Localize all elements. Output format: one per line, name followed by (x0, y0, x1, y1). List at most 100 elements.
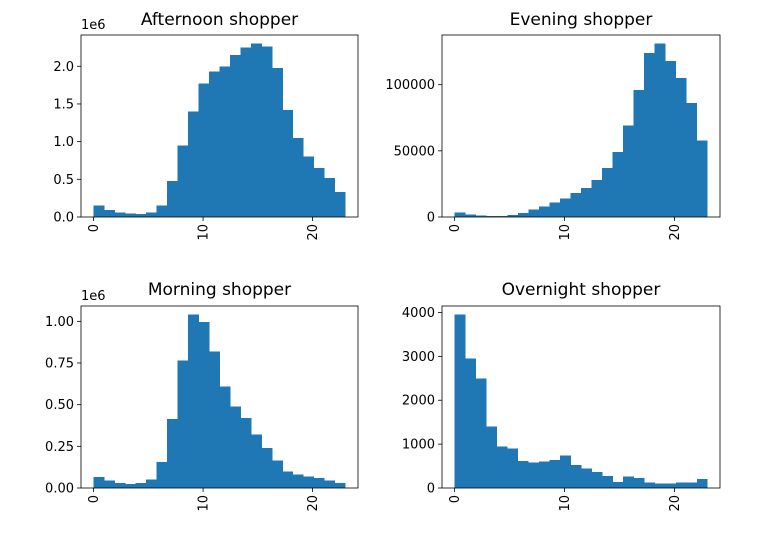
panel-title: Overnight shopper (502, 280, 661, 300)
histogram-bar (591, 472, 603, 488)
histogram-bar (623, 476, 634, 488)
y-tick-label: 1000 (402, 438, 435, 453)
histogram-bar (303, 476, 315, 488)
histogram-bar (282, 471, 294, 488)
histogram-bar (198, 83, 210, 217)
histogram-bar (465, 214, 476, 217)
y-offset-label: 1e6 (81, 18, 106, 33)
histogram-bar (219, 386, 231, 488)
histogram-bar (591, 179, 603, 217)
x-axis-ticks: 0 10 20 (87, 217, 321, 241)
y-axis-ticks: 0.0 0.5 1.0 1.5 2.0 (53, 60, 81, 226)
axes-frame (80, 34, 359, 218)
histogram-bar (146, 212, 157, 217)
y-tick-label: 100000 (385, 78, 435, 93)
y-tick-label: 2000 (402, 394, 435, 409)
histogram-bar (219, 66, 231, 217)
histogram-bar (696, 479, 708, 488)
histogram-bar (675, 78, 687, 218)
histogram-bar (292, 474, 304, 488)
histogram-bar (93, 205, 105, 217)
x-tick-label: 20 (306, 224, 321, 241)
y-axis-ticks: 0 50000 100000 (385, 78, 442, 226)
histogram-bar (114, 212, 126, 217)
histogram-bar (612, 152, 624, 217)
x-tick-label: 0 (87, 224, 102, 232)
x-tick-label: 20 (668, 495, 683, 512)
histogram-bar (146, 479, 157, 488)
histogram-bar (114, 483, 126, 488)
y-tick-label: 0 (427, 211, 435, 226)
histogram-bar (696, 140, 708, 217)
bars (454, 314, 708, 488)
y-axis-ticks: 0 1000 2000 3000 4000 (402, 306, 442, 497)
histogram-bar (104, 480, 115, 488)
y-tick-label: 1.0 (53, 135, 74, 150)
panel-morning: Morning shopper 1e6 0.00 0.25 0.50 0.75 1.00… (45, 280, 359, 512)
axes-frame (441, 305, 721, 489)
histogram-bar (454, 212, 466, 217)
histogram-bar (198, 322, 210, 488)
panel-evening: Evening shopper 0 50000 100000 0 10 20 (385, 10, 721, 241)
histogram-bar (261, 46, 273, 218)
histogram-bar (486, 426, 498, 488)
y-tick-label: 50000 (394, 144, 435, 159)
histogram-bar (177, 360, 189, 488)
x-tick-label: 20 (306, 495, 321, 512)
histogram-bar (177, 145, 189, 217)
histogram-bar (156, 205, 168, 217)
histogram-bar (475, 378, 487, 488)
histogram-bar (581, 187, 592, 217)
histogram-bar (104, 210, 115, 217)
y-tick-label: 0.75 (45, 357, 74, 372)
histogram-bar (538, 461, 550, 488)
x-axis-ticks: 0 10 20 (448, 217, 683, 241)
x-axis-ticks: 0 10 20 (448, 488, 683, 512)
y-tick-label: 0.00 (45, 482, 74, 497)
x-tick-label: 20 (668, 224, 683, 241)
histogram-bar (271, 460, 283, 488)
histogram-bar (324, 177, 336, 217)
histogram-bar (125, 213, 136, 217)
histogram-bar (559, 198, 571, 217)
histogram-bar (475, 215, 487, 217)
histogram-bar (303, 156, 315, 217)
histogram-bar (496, 446, 508, 488)
x-axis-ticks: 0 10 20 (87, 488, 321, 512)
histogram-bar (93, 477, 105, 488)
histogram-bar (507, 448, 519, 488)
x-tick-label: 10 (197, 495, 212, 512)
histogram-bar (686, 103, 698, 217)
panel-title: Morning shopper (148, 280, 291, 300)
histogram-bar (581, 468, 592, 488)
histogram-bar (496, 215, 508, 217)
panel-overnight: Overnight shopper 0 1000 2000 3000 4000 0 10 2… (402, 280, 721, 512)
histogram-bar (602, 168, 613, 217)
histogram-bar (156, 462, 168, 488)
histogram-bar (334, 483, 346, 488)
bars (93, 314, 346, 488)
histogram-bar (334, 192, 346, 217)
histogram-bar (250, 434, 262, 488)
histogram-bar (465, 358, 476, 488)
y-tick-label: 3000 (402, 350, 435, 365)
histogram-bar (644, 52, 656, 217)
histogram-bar (229, 406, 241, 488)
histogram-bar (188, 111, 199, 217)
histogram-bar (686, 482, 698, 488)
y-tick-label: 1.00 (45, 315, 74, 330)
histogram-bar (602, 476, 613, 488)
histogram-bar (313, 478, 325, 488)
histogram-bar (665, 483, 677, 488)
panel-title: Evening shopper (510, 10, 653, 30)
histogram-bar (538, 206, 550, 217)
histogram-bar (633, 477, 645, 488)
y-axis-ticks: 0.00 0.25 0.50 0.75 1.00 (45, 315, 81, 497)
histogram-bar (313, 168, 325, 217)
y-tick-label: 0 (427, 482, 435, 497)
histogram-bar (261, 448, 273, 488)
y-offset-label: 1e6 (81, 289, 106, 304)
bars (93, 43, 346, 218)
histogram-bar (549, 459, 561, 488)
